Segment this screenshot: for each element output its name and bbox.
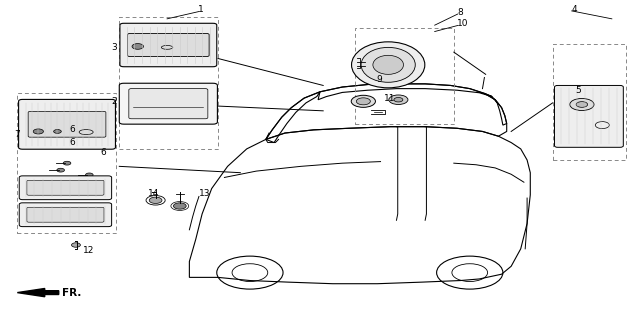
Text: 12: 12	[83, 246, 94, 255]
Text: 10: 10	[457, 19, 468, 28]
FancyBboxPatch shape	[127, 33, 209, 57]
Text: 11: 11	[384, 94, 396, 103]
Text: 14: 14	[148, 189, 159, 198]
Text: 13: 13	[199, 189, 211, 198]
Text: 8: 8	[457, 8, 463, 17]
Text: 3: 3	[111, 43, 117, 52]
FancyBboxPatch shape	[27, 180, 104, 195]
Circle shape	[72, 243, 81, 247]
FancyBboxPatch shape	[28, 111, 106, 137]
Ellipse shape	[361, 47, 415, 82]
FancyBboxPatch shape	[554, 85, 623, 147]
Text: 5: 5	[575, 86, 580, 95]
Circle shape	[57, 168, 65, 172]
Text: FR.: FR.	[62, 288, 81, 298]
Ellipse shape	[351, 95, 376, 107]
Ellipse shape	[576, 102, 588, 107]
Ellipse shape	[356, 98, 371, 105]
Text: 7: 7	[14, 130, 20, 139]
Circle shape	[33, 129, 44, 134]
FancyBboxPatch shape	[129, 89, 208, 119]
Text: 1: 1	[198, 5, 204, 14]
Circle shape	[132, 44, 143, 49]
Circle shape	[173, 203, 186, 209]
Text: 6: 6	[69, 138, 75, 147]
Circle shape	[86, 173, 93, 177]
Ellipse shape	[389, 95, 408, 105]
Text: 9: 9	[376, 75, 382, 84]
Text: 4: 4	[572, 5, 577, 14]
Ellipse shape	[373, 55, 403, 74]
FancyBboxPatch shape	[120, 23, 217, 67]
Ellipse shape	[351, 42, 425, 88]
Text: 6: 6	[100, 148, 106, 156]
Ellipse shape	[394, 98, 403, 102]
Polygon shape	[17, 288, 59, 297]
Text: 2: 2	[112, 97, 117, 106]
FancyBboxPatch shape	[19, 100, 115, 149]
Circle shape	[63, 161, 71, 165]
FancyBboxPatch shape	[19, 176, 111, 200]
FancyBboxPatch shape	[27, 207, 104, 222]
Circle shape	[149, 197, 162, 204]
FancyBboxPatch shape	[19, 203, 111, 227]
FancyBboxPatch shape	[119, 83, 218, 124]
Text: 6: 6	[69, 125, 75, 134]
Ellipse shape	[570, 99, 594, 110]
Circle shape	[54, 130, 61, 133]
